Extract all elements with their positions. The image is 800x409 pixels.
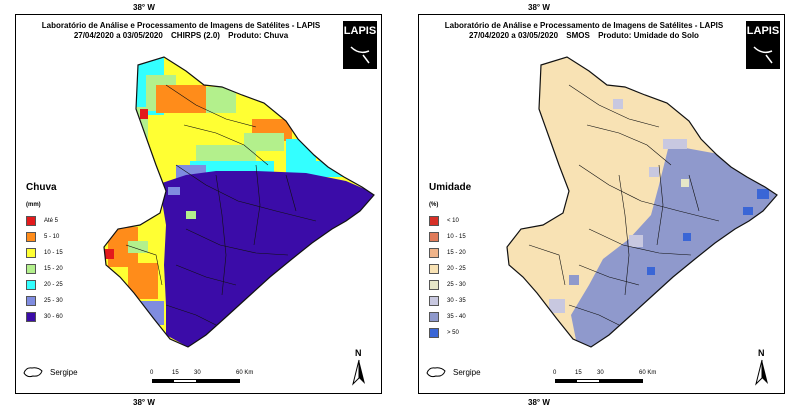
lapis-logo: LAPIS — [343, 21, 377, 69]
scale-label: 15 — [575, 370, 582, 376]
north-label: N — [355, 348, 362, 358]
legend-item: 20 - 25 — [26, 277, 63, 293]
legend-item: 10 - 15 — [26, 245, 63, 261]
north-arrow-icon — [352, 359, 365, 386]
scale-bar: 0 15 30 60 Km — [150, 370, 260, 392]
legend-swatch — [26, 248, 36, 258]
legend-item: 35 - 40 — [429, 309, 471, 325]
scale-label: 60 Km — [639, 370, 657, 376]
locator-label: Sergipe — [50, 367, 78, 377]
legend-item: 25 - 30 — [26, 293, 63, 309]
scale-bar-graphic — [152, 379, 240, 383]
legend-item: 25 - 30 — [429, 277, 471, 293]
legend-title: Chuva — [26, 182, 57, 193]
lab-title: Laboratório de Análise e Processamento d… — [41, 21, 321, 30]
legend-swatch — [429, 312, 439, 322]
lapis-logo: LAPIS — [746, 21, 780, 69]
satellite-icon — [753, 46, 773, 64]
north-label: N — [758, 348, 765, 358]
data-source: SMOS — [566, 31, 590, 40]
legend-item: 30 - 35 — [429, 293, 471, 309]
legend-swatch — [429, 216, 439, 226]
north-arrow: N — [752, 348, 772, 388]
scale-label: 30 — [597, 370, 604, 376]
municipal-boundaries — [125, 84, 317, 326]
rainfall-map[interactable] — [16, 15, 383, 395]
rainfall-legend: Chuva (mm) Até 5 5 - 10 10 - 15 15 - 20 … — [26, 182, 63, 325]
top-coordinate-right: 38° W — [528, 3, 550, 12]
sergipe-outline-icon — [426, 367, 446, 378]
legend-item: Até 5 — [26, 213, 63, 229]
legend-item: 15 - 20 — [26, 261, 63, 277]
legend-swatch — [429, 248, 439, 258]
legend-item: 20 - 25 — [429, 261, 471, 277]
legend-swatch — [26, 280, 36, 290]
scale-label: 30 — [194, 370, 201, 376]
map-header: Laboratório de Análise e Processamento d… — [419, 21, 749, 41]
legend-item: < 10 — [429, 213, 471, 229]
scale-label: 15 — [172, 370, 179, 376]
rainfall-raster — [104, 57, 374, 347]
legend-unit: (mm) — [26, 202, 41, 208]
legend-swatch — [429, 232, 439, 242]
north-arrow-icon — [755, 359, 768, 386]
scale-label: 60 Km — [236, 370, 254, 376]
product-name: Produto: Umidade do Solo — [598, 31, 699, 40]
scale-label: 0 — [150, 370, 154, 376]
sergipe-outline-icon — [23, 367, 43, 378]
legend-swatch — [26, 264, 36, 274]
legend-swatch — [429, 328, 439, 338]
sergipe-boundary — [506, 56, 778, 348]
north-arrow: N — [349, 348, 369, 388]
lab-title: Laboratório de Análise e Processamento d… — [444, 21, 724, 30]
scale-label: 0 — [553, 370, 557, 376]
rainfall-map-panel: Laboratório de Análise e Processamento d… — [15, 14, 382, 394]
legend-swatch — [429, 280, 439, 290]
top-coordinate-left: 38° W — [133, 3, 155, 12]
soil-moisture-map-panel: Laboratório de Análise e Processamento d… — [418, 14, 785, 394]
sergipe-boundary — [103, 56, 375, 348]
municipal-boundaries — [528, 84, 720, 326]
legend-swatch — [26, 216, 36, 226]
legend-swatch — [26, 232, 36, 242]
satellite-icon — [350, 46, 370, 64]
lapis-logo-text: LAPIS — [746, 25, 780, 37]
data-source: CHIRPS (2.0) — [171, 31, 220, 40]
sergipe-locator: Sergipe — [425, 365, 481, 379]
legend-unit: (%) — [429, 202, 439, 208]
legend-swatch — [26, 312, 36, 322]
bottom-coordinate-left: 38° W — [133, 398, 155, 407]
soil-moisture-legend: Umidade (%) < 10 10 - 15 15 - 20 20 - 25… — [429, 182, 471, 341]
date-range: 27/04/2020 a 03/05/2020 — [73, 31, 163, 40]
scale-bar: 0 15 30 60 Km — [553, 370, 663, 392]
legend-item: 30 - 60 — [26, 309, 63, 325]
sergipe-locator: Sergipe — [22, 365, 78, 379]
legend-swatch — [429, 264, 439, 274]
scale-bar-graphic — [555, 379, 643, 383]
map-header: Laboratório de Análise e Processamento d… — [16, 21, 346, 41]
legend-title: Umidade — [429, 182, 472, 193]
soil-moisture-map[interactable] — [419, 15, 786, 395]
bottom-coordinate-right: 38° W — [528, 398, 550, 407]
locator-label: Sergipe — [453, 367, 481, 377]
legend-item: > 50 — [429, 325, 471, 341]
legend-swatch — [429, 296, 439, 306]
legend-item: 5 - 10 — [26, 229, 63, 245]
legend-item: 10 - 15 — [429, 229, 471, 245]
soil-moisture-raster — [507, 57, 777, 347]
legend-item: 15 - 20 — [429, 245, 471, 261]
legend-swatch — [26, 296, 36, 306]
lapis-logo-text: LAPIS — [343, 25, 377, 37]
product-name: Produto: Chuva — [228, 31, 289, 40]
date-range: 27/04/2020 a 03/05/2020 — [469, 31, 559, 40]
